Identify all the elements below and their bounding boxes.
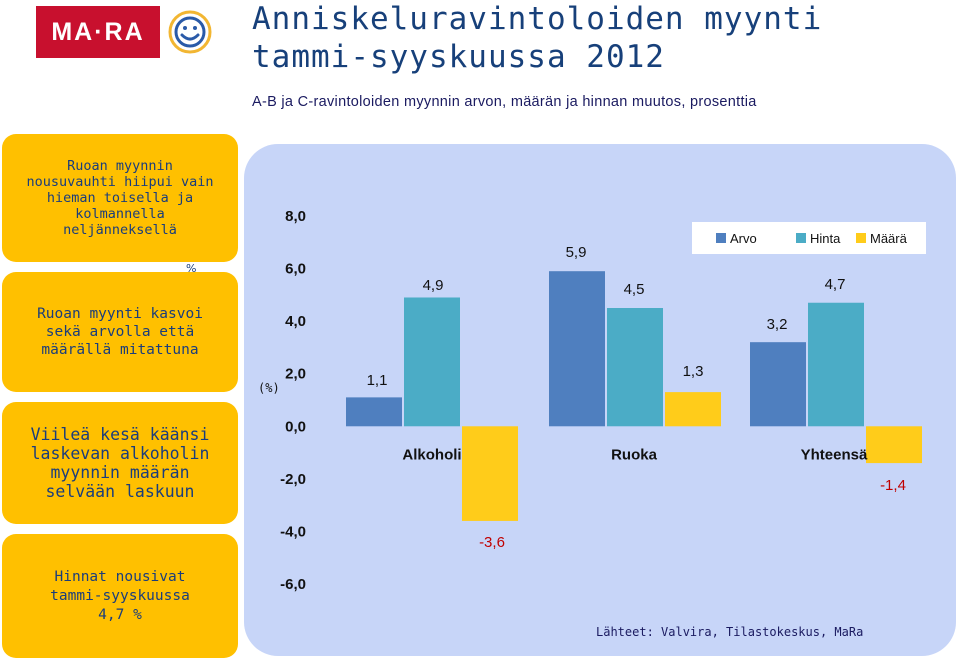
bar-hinta-alkoholi bbox=[404, 297, 460, 427]
box-line: selvään laskuun bbox=[45, 482, 195, 501]
info-box-food-growth: Ruoan myynnin nousuvauhti hiipui vain hi… bbox=[2, 134, 238, 262]
data-label: 1,3 bbox=[683, 363, 704, 380]
mara-logo: MA·RA bbox=[36, 6, 160, 58]
legend-label: Hinta bbox=[810, 231, 841, 246]
page-subtitle: A-B ja C-ravintoloiden myynnin arvon, mä… bbox=[252, 94, 757, 110]
bar-hinta-yhteensa bbox=[808, 302, 864, 427]
y-tick-label: -6,0 bbox=[280, 576, 306, 593]
legend-swatch bbox=[856, 233, 866, 243]
box-line: nousuvauhti hiipui vain bbox=[26, 174, 214, 190]
data-label: 3,2 bbox=[767, 316, 788, 333]
legend-label: Määrä bbox=[870, 231, 908, 246]
data-label: 4,9 bbox=[423, 277, 444, 294]
chart-panel: 8,0 6,0 4,0 2,0 0,0 -2,0 -4,0 -6,0 (%) Alkoholi Ru… bbox=[244, 144, 956, 656]
data-label: 4,5 bbox=[624, 281, 645, 298]
y-tick-label: -2,0 bbox=[280, 471, 306, 488]
box-line: hieman toisella ja bbox=[46, 190, 194, 206]
y-tick-label: 8,0 bbox=[285, 208, 306, 225]
category-label: Yhteensä bbox=[801, 446, 868, 463]
bar-maärä-alkoholi bbox=[462, 426, 518, 521]
y-tick-label: 6,0 bbox=[285, 261, 306, 278]
logo-text: MA·RA bbox=[51, 18, 145, 46]
info-box-prices: Hinnat nousivat tammi-syyskuussa 4,7 % bbox=[2, 534, 238, 658]
title-line-1: Anniskeluravintoloiden myynti bbox=[252, 1, 823, 37]
data-label: 1,1 bbox=[367, 372, 388, 389]
bar-arvo-alkoholi bbox=[346, 397, 402, 427]
percent-mark: % bbox=[186, 262, 197, 275]
page-title: Anniskeluravintoloiden myynti tammi-syys… bbox=[252, 0, 952, 76]
bar-maärä-ruoka bbox=[665, 392, 721, 427]
y-tick-label: 2,0 bbox=[285, 366, 306, 383]
box-line: Hinnat nousivat bbox=[54, 568, 186, 585]
y-tick-label: -4,0 bbox=[280, 523, 306, 540]
y-tick-label: 0,0 bbox=[285, 418, 306, 435]
box-line: Ruoan myynti kasvoi bbox=[37, 306, 203, 322]
box-line: sekä arvolla että bbox=[45, 324, 195, 340]
y-tick-label: 4,0 bbox=[285, 313, 306, 330]
box-line: laskevan alkoholin bbox=[30, 444, 210, 463]
data-label: 4,7 bbox=[825, 276, 846, 293]
bar-hinta-ruoka bbox=[607, 308, 663, 427]
box-line: 4,7 % bbox=[98, 606, 142, 623]
box-line: määrällä mitattuna bbox=[41, 342, 199, 358]
info-box-food-sales: Ruoan myynti kasvoi sekä arvolla että mä… bbox=[2, 272, 238, 392]
title-line-2: tammi-syyskuussa 2012 bbox=[252, 39, 665, 75]
box-line: myynnin määrän bbox=[50, 463, 190, 482]
category-label: Ruoka bbox=[611, 446, 658, 463]
legend-swatch bbox=[796, 233, 806, 243]
legend-swatch bbox=[716, 233, 726, 243]
box-line: Viileä kesä käänsi bbox=[30, 425, 210, 444]
box-line: kolmannella bbox=[75, 206, 165, 222]
bar-maärä-yhteensa bbox=[866, 426, 922, 464]
category-label: Alkoholi bbox=[402, 446, 461, 463]
bar-arvo-yhteensa bbox=[750, 342, 806, 427]
info-box-alcohol: Viileä kesä käänsi laskevan alkoholin my… bbox=[2, 402, 238, 524]
y-axis-label: (%) bbox=[258, 381, 280, 395]
legend-label: Arvo bbox=[730, 231, 757, 246]
legend-box bbox=[692, 222, 926, 254]
data-label: -3,6 bbox=[479, 534, 505, 551]
data-label: 5,9 bbox=[566, 244, 587, 261]
box-line: Ruoan myynnin bbox=[67, 158, 173, 174]
bar-arvo-ruoka bbox=[549, 271, 605, 427]
data-label: -1,4 bbox=[880, 477, 906, 494]
source-note: Lähteet: Valvira, Tilastokeskus, MaRa bbox=[596, 625, 864, 639]
smiley-emblem-icon bbox=[164, 6, 216, 58]
bar-chart: 8,0 6,0 4,0 2,0 0,0 -2,0 -4,0 -6,0 (%) Alkoholi Ru… bbox=[258, 208, 926, 593]
box-line: neljänneksellä bbox=[63, 222, 177, 238]
box-line: tammi-syyskuussa bbox=[50, 587, 190, 604]
